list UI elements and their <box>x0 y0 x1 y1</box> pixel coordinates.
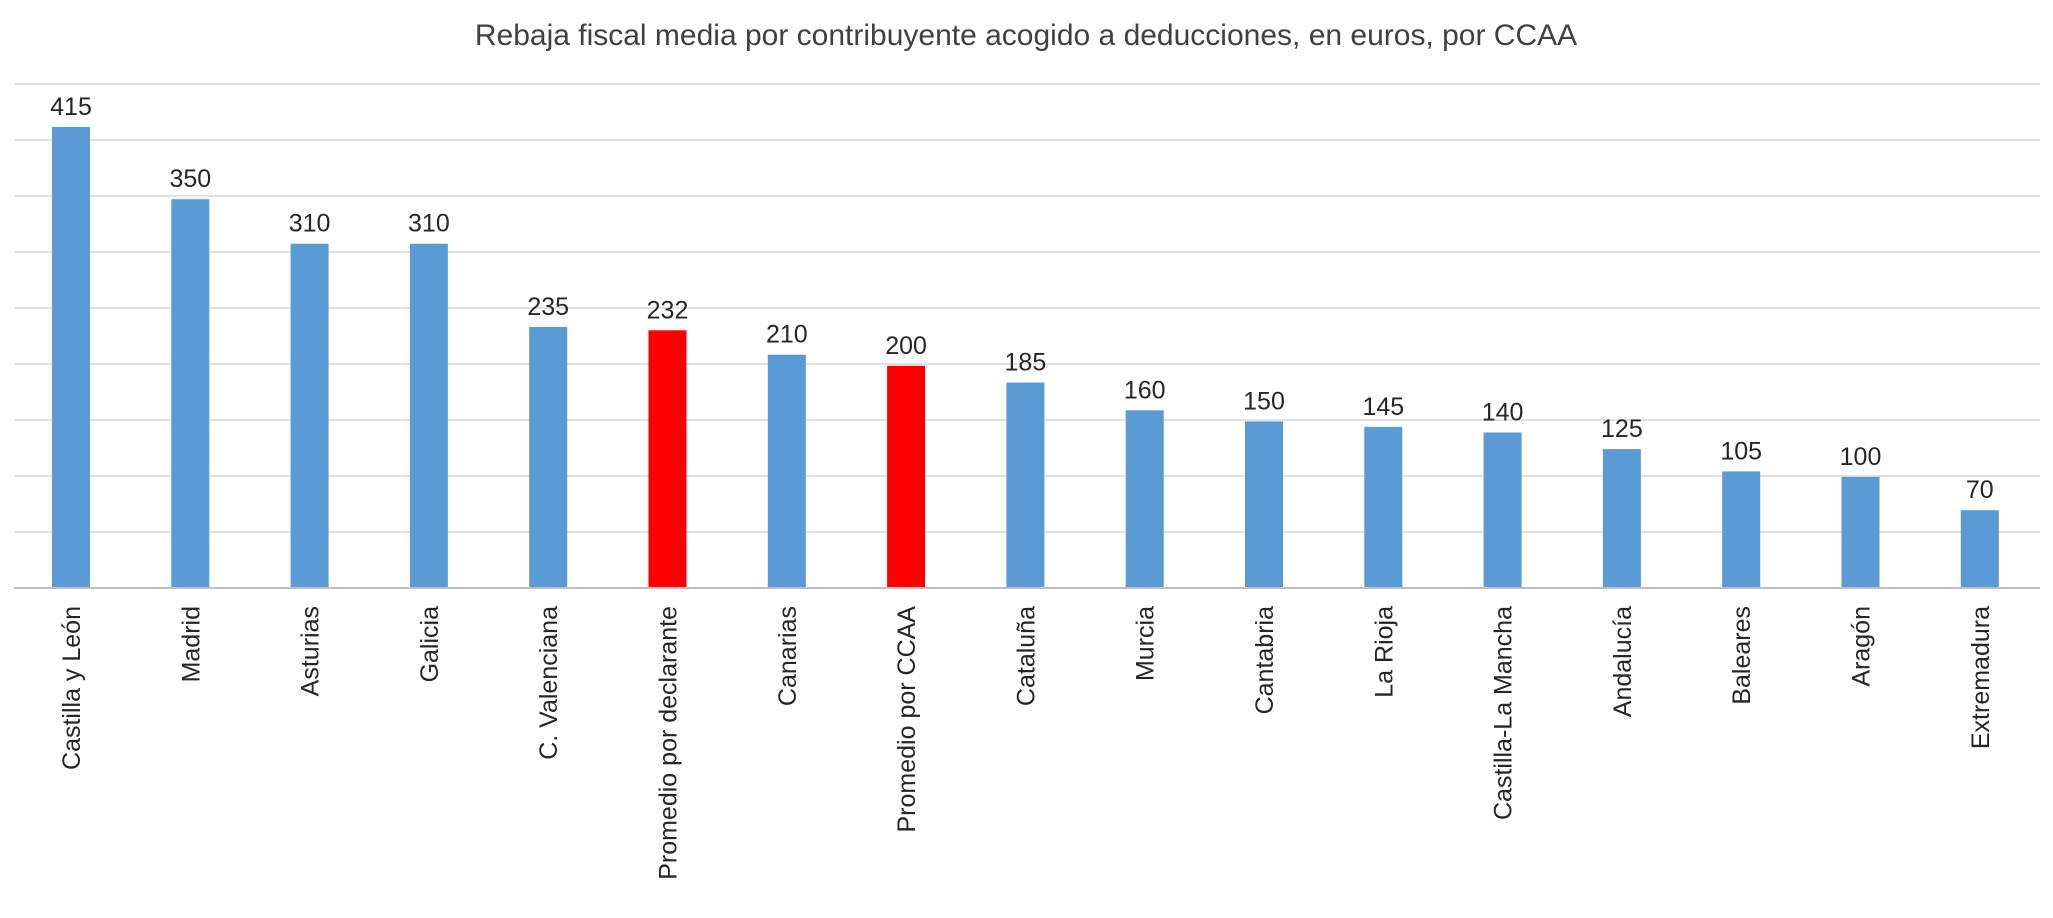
bar <box>1125 410 1164 588</box>
bar <box>1245 421 1283 588</box>
x-tick-label: La Rioja <box>1370 606 1398 698</box>
bar <box>1483 432 1522 588</box>
x-tick-label: Promedio por CCAA <box>893 606 921 833</box>
bar <box>1364 426 1403 588</box>
chart-title: Rebaja fiscal media por contribuyente ac… <box>475 19 1577 52</box>
bar <box>1841 476 1880 588</box>
bar <box>52 127 90 588</box>
bar-value-label: 310 <box>289 210 331 238</box>
bars <box>52 127 1999 588</box>
bar-value-label: 185 <box>1005 349 1047 377</box>
bar <box>1006 382 1045 588</box>
bar <box>290 243 329 588</box>
bar-value-label: 125 <box>1601 415 1643 443</box>
bar <box>1722 471 1761 588</box>
bar-value-label: 145 <box>1362 393 1404 421</box>
bar-value-label: 100 <box>1840 443 1882 471</box>
gridlines <box>14 83 2040 533</box>
bar <box>767 354 806 588</box>
bar <box>171 199 210 588</box>
bar <box>409 243 448 588</box>
x-tick-label: Canarias <box>774 606 802 706</box>
x-tick-label: Cantabria <box>1251 606 1279 714</box>
bar <box>1960 510 1999 588</box>
x-tick-label: Murcia <box>1132 606 1160 681</box>
bar <box>648 330 687 588</box>
x-tick-label: Galicia <box>416 606 444 683</box>
bar-value-label: 200 <box>885 332 927 360</box>
bar-value-label: 350 <box>169 165 211 193</box>
bar-value-label: 150 <box>1243 387 1285 415</box>
bar <box>529 327 568 588</box>
bar-value-label: 232 <box>647 296 689 324</box>
x-tick-label: Baleares <box>1728 606 1756 705</box>
x-tick-label: Cataluña <box>1012 606 1040 706</box>
x-axis-tick-labels: Castilla y León Madrid Asturias Galicia C. V… <box>58 606 1995 880</box>
x-tick-label: Castilla-La Mancha <box>1490 606 1518 820</box>
bar-value-label: 160 <box>1124 376 1166 404</box>
x-tick-label: Madrid <box>177 606 205 682</box>
x-tick-label: C. Valenciana <box>535 606 563 760</box>
x-tick-label: Promedio por declarante <box>655 606 683 880</box>
x-tick-label: Andalucía <box>1609 606 1637 717</box>
bar-value-label: 140 <box>1482 399 1524 427</box>
bar-value-label: 310 <box>408 210 450 238</box>
data-labels: 415 350 310 310 235 232 210 200 185 160 150 145 140 1… <box>50 93 1994 504</box>
x-tick-label: Asturias <box>297 606 325 696</box>
x-tick-label: Extremadura <box>1967 606 1995 749</box>
bar <box>1602 449 1641 588</box>
bar-value-label: 235 <box>527 293 569 321</box>
bar <box>887 365 926 588</box>
x-tick-label: Castilla y León <box>58 606 86 770</box>
bar-value-label: 70 <box>1966 476 1994 504</box>
bar-value-label: 415 <box>50 93 92 121</box>
x-tick-label: Aragón <box>1848 606 1876 687</box>
bar-value-label: 210 <box>766 321 808 349</box>
bar-value-label: 105 <box>1720 437 1762 465</box>
